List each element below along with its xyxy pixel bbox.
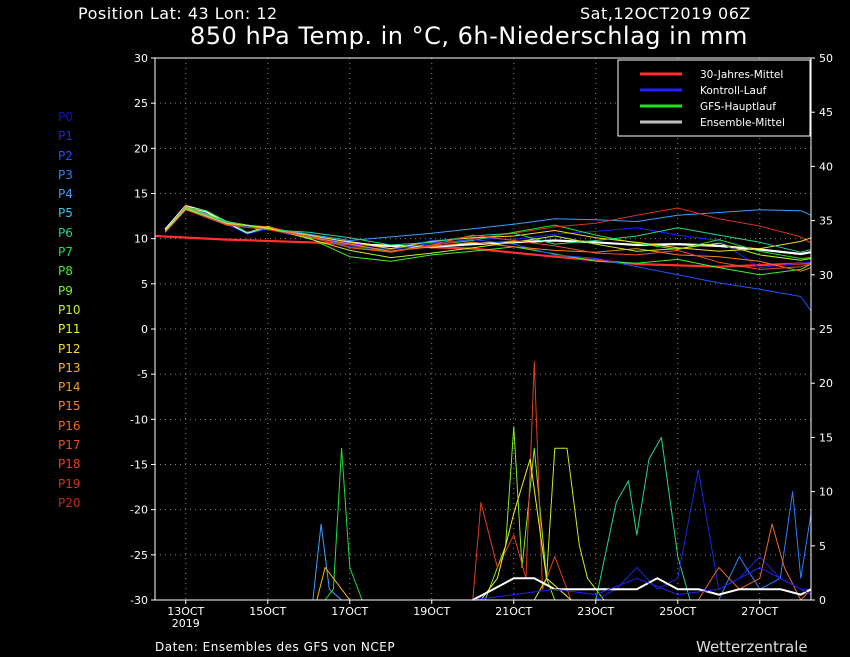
member-label-p0: P0 <box>58 110 73 124</box>
x-tick-label: 15OCT <box>249 605 286 618</box>
x-tick-year: 2019 <box>172 617 200 630</box>
temp-series-kontroll-lauf <box>164 207 812 269</box>
member-label-p12: P12 <box>58 341 81 356</box>
temp-series-p6 <box>164 207 812 253</box>
chart-title: 850 hPa Temp. in °C, 6h-Niederschlag in … <box>190 22 748 50</box>
y-tick-label-left: -15 <box>130 459 148 472</box>
x-tick-label: 13OCT <box>167 605 204 618</box>
y-tick-label-left: -10 <box>130 413 148 426</box>
precip-series-p4 <box>312 523 350 601</box>
precip-series-kontroll-lauf <box>472 567 812 601</box>
member-label-p4: P4 <box>58 187 73 202</box>
precipitation-layer <box>312 361 812 601</box>
legend: 30-Jahres-Mittel Kontroll-Lauf GFS-Hauptla… <box>617 59 811 137</box>
member-label-p14: P14 <box>58 380 81 395</box>
y-tick-label-right: 40 <box>819 160 833 173</box>
member-label-p10: P10 <box>58 302 81 317</box>
y-tick-label-right: 50 <box>819 52 833 65</box>
member-label-p19: P19 <box>58 476 81 491</box>
y-tick-label-left: 10 <box>134 233 148 246</box>
legend-label: Kontroll-Lauf <box>700 85 767 97</box>
temperature-layer <box>164 205 812 312</box>
member-label-p20: P20 <box>58 495 81 510</box>
temp-series-p10 <box>164 208 812 261</box>
x-tick-label: 19OCT <box>413 605 450 618</box>
temp-series-p17 <box>164 209 812 270</box>
y-tick-label-right: 30 <box>819 269 833 282</box>
member-label-p16: P16 <box>58 418 81 433</box>
precip-series-p1 <box>595 469 811 601</box>
x-tick-label: 27OCT <box>741 605 778 618</box>
member-label-p3: P3 <box>58 167 73 182</box>
precip-series-p9 <box>484 426 556 601</box>
precip-series-p18 <box>472 361 572 601</box>
y-tick-label-left: -25 <box>130 549 148 562</box>
x-tick-label: 17OCT <box>331 605 368 618</box>
y-tick-label-right: 35 <box>819 215 833 228</box>
member-label-p15: P15 <box>58 399 81 414</box>
brand-label: Wetterzentrale <box>696 638 808 656</box>
y-tick-label-right: 10 <box>819 486 833 499</box>
x-tick-label: 23OCT <box>577 605 614 618</box>
y-tick-label-left: 20 <box>134 142 148 155</box>
y-tick-label-right: 45 <box>819 106 833 119</box>
member-label-p17: P17 <box>58 438 81 453</box>
member-label-p6: P6 <box>58 225 73 240</box>
y-tick-label-left: -30 <box>130 594 148 607</box>
position-label: Position Lat: 43 Lon: 12 <box>78 4 278 23</box>
y-tick-label-left: 5 <box>141 278 148 291</box>
y-tick-label-right: 15 <box>819 431 833 444</box>
y-tick-label-right: 5 <box>819 540 826 553</box>
legend-label: Ensemble-Mittel <box>700 117 785 129</box>
y-tick-label-left: -5 <box>137 368 148 381</box>
member-label-p11: P11 <box>58 322 81 337</box>
y-tick-label-left: 30 <box>134 52 148 65</box>
y-axis-left: 30 25 20 15 10 5 0 -5 -10 -15 -20 -25 -30 <box>130 52 155 607</box>
member-label-p5: P5 <box>58 206 73 221</box>
precip-series-ensemble-mittel <box>472 577 812 601</box>
x-tick-label: 25OCT <box>659 605 696 618</box>
precip-series-p13 <box>316 567 351 601</box>
data-source-label: Daten: Ensembles des GFS von NCEP <box>155 640 396 654</box>
precip-series-p3 <box>718 491 812 601</box>
y-tick-label-left: 15 <box>134 188 148 201</box>
y-tick-label-right: 25 <box>819 323 833 336</box>
y-tick-label-left: 25 <box>134 97 148 110</box>
y-tick-label-right: 0 <box>819 594 826 607</box>
legend-label: 30-Jahres-Mittel <box>700 69 783 81</box>
member-label-p2: P2 <box>58 148 73 163</box>
member-label-p1: P1 <box>58 129 73 144</box>
y-tick-label-right: 20 <box>819 377 833 390</box>
member-label-p13: P13 <box>58 360 81 375</box>
precip-series-p10 <box>533 447 605 601</box>
temp-series-30-jahres-mittel <box>154 234 812 268</box>
grid-lines <box>155 58 811 600</box>
temp-series-ensemble-mittel <box>164 205 812 256</box>
member-label-p18: P18 <box>58 457 81 472</box>
member-list: P0 P1 P2 P3 P4 P5 P6 P7 P8 P9 P10 P11 P12 P13 P14 P15 P1… <box>58 110 118 515</box>
y-tick-label-left: -20 <box>130 504 148 517</box>
precip-series-p6 <box>595 436 691 601</box>
y-tick-label-left: 0 <box>141 323 148 336</box>
x-tick-label: 21OCT <box>495 605 532 618</box>
plot-frame <box>154 57 812 601</box>
member-label-p9: P9 <box>58 283 73 298</box>
climatology-layer <box>154 234 812 268</box>
legend-label: GFS-Hauptlauf <box>700 101 776 113</box>
precip-series-p7 <box>324 447 363 601</box>
run-date-label: Sat,12OCT2019 06Z <box>580 4 751 23</box>
member-label-p8: P8 <box>58 264 73 279</box>
precip-series-p11 <box>480 458 572 601</box>
member-label-p7: P7 <box>58 245 73 260</box>
